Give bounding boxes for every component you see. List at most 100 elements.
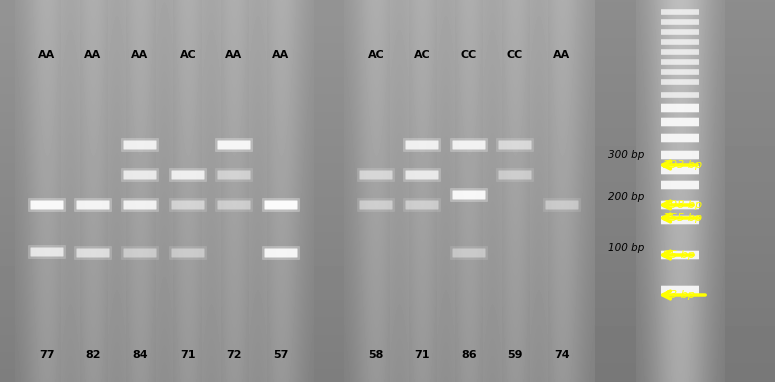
FancyBboxPatch shape <box>215 168 253 182</box>
Text: AA: AA <box>553 50 570 60</box>
FancyBboxPatch shape <box>453 191 485 199</box>
FancyBboxPatch shape <box>77 201 109 209</box>
Text: 57: 57 <box>274 350 288 360</box>
FancyBboxPatch shape <box>661 39 699 45</box>
FancyBboxPatch shape <box>123 170 157 180</box>
FancyBboxPatch shape <box>661 9 699 15</box>
Text: 293 bp: 293 bp <box>663 160 702 170</box>
FancyBboxPatch shape <box>215 138 253 152</box>
Text: 100 bp: 100 bp <box>608 243 644 253</box>
FancyBboxPatch shape <box>218 141 250 149</box>
Text: 77: 77 <box>40 350 55 360</box>
FancyBboxPatch shape <box>405 170 439 180</box>
FancyBboxPatch shape <box>218 201 250 209</box>
FancyBboxPatch shape <box>121 138 159 152</box>
FancyBboxPatch shape <box>123 201 157 209</box>
Text: AC: AC <box>180 50 196 60</box>
Text: AC: AC <box>414 50 430 60</box>
FancyBboxPatch shape <box>30 248 64 256</box>
Text: AA: AA <box>39 50 56 60</box>
FancyBboxPatch shape <box>543 198 581 212</box>
FancyBboxPatch shape <box>661 166 699 174</box>
FancyBboxPatch shape <box>496 138 534 152</box>
FancyBboxPatch shape <box>403 138 441 152</box>
FancyBboxPatch shape <box>121 168 159 182</box>
Text: 84: 84 <box>133 350 148 360</box>
Text: 59: 59 <box>508 350 523 360</box>
FancyBboxPatch shape <box>357 198 395 212</box>
FancyBboxPatch shape <box>360 170 392 180</box>
Text: 43 bp: 43 bp <box>663 290 695 300</box>
FancyBboxPatch shape <box>661 251 699 259</box>
Text: AA: AA <box>272 50 290 60</box>
Text: 71: 71 <box>181 350 196 360</box>
FancyBboxPatch shape <box>661 118 699 126</box>
FancyBboxPatch shape <box>405 141 439 149</box>
Text: 58: 58 <box>368 350 384 360</box>
FancyBboxPatch shape <box>169 168 207 182</box>
FancyBboxPatch shape <box>77 249 109 257</box>
Text: CC: CC <box>507 50 523 60</box>
FancyBboxPatch shape <box>661 151 699 159</box>
Text: 200 bp: 200 bp <box>608 192 644 202</box>
FancyBboxPatch shape <box>498 170 532 180</box>
FancyBboxPatch shape <box>661 181 699 189</box>
FancyBboxPatch shape <box>218 170 250 180</box>
Text: 74: 74 <box>554 350 570 360</box>
FancyBboxPatch shape <box>453 141 485 149</box>
Text: 86: 86 <box>461 350 477 360</box>
FancyBboxPatch shape <box>28 245 66 259</box>
Text: 95 bp: 95 bp <box>663 250 695 260</box>
FancyBboxPatch shape <box>450 188 488 202</box>
Text: 82: 82 <box>85 350 101 360</box>
FancyBboxPatch shape <box>450 246 488 260</box>
Text: 198 bp: 198 bp <box>663 200 702 210</box>
FancyBboxPatch shape <box>360 201 392 209</box>
FancyBboxPatch shape <box>262 198 300 212</box>
FancyBboxPatch shape <box>661 49 699 55</box>
FancyBboxPatch shape <box>123 249 157 257</box>
FancyBboxPatch shape <box>453 249 485 257</box>
FancyBboxPatch shape <box>661 59 699 65</box>
FancyBboxPatch shape <box>496 168 534 182</box>
FancyBboxPatch shape <box>661 216 699 224</box>
Text: 71: 71 <box>415 350 430 360</box>
FancyBboxPatch shape <box>403 168 441 182</box>
FancyBboxPatch shape <box>264 249 298 257</box>
FancyBboxPatch shape <box>171 170 205 180</box>
FancyBboxPatch shape <box>169 246 207 260</box>
FancyBboxPatch shape <box>215 198 253 212</box>
FancyBboxPatch shape <box>30 201 64 209</box>
FancyBboxPatch shape <box>661 69 699 75</box>
FancyBboxPatch shape <box>661 79 699 85</box>
FancyBboxPatch shape <box>450 138 488 152</box>
FancyBboxPatch shape <box>403 198 441 212</box>
Text: 155 bp: 155 bp <box>663 213 702 223</box>
FancyBboxPatch shape <box>262 246 300 260</box>
Text: AA: AA <box>84 50 102 60</box>
FancyBboxPatch shape <box>661 29 699 35</box>
FancyBboxPatch shape <box>405 201 439 209</box>
Text: CC: CC <box>461 50 477 60</box>
FancyBboxPatch shape <box>661 19 699 25</box>
FancyBboxPatch shape <box>661 92 699 98</box>
FancyBboxPatch shape <box>169 198 207 212</box>
FancyBboxPatch shape <box>121 198 159 212</box>
Text: 300 bp: 300 bp <box>608 150 644 160</box>
FancyBboxPatch shape <box>74 198 112 212</box>
FancyBboxPatch shape <box>74 246 112 260</box>
FancyBboxPatch shape <box>546 201 578 209</box>
FancyBboxPatch shape <box>171 249 205 257</box>
FancyBboxPatch shape <box>661 104 699 112</box>
FancyBboxPatch shape <box>357 168 395 182</box>
FancyBboxPatch shape <box>28 198 66 212</box>
FancyBboxPatch shape <box>264 201 298 209</box>
Text: AC: AC <box>367 50 384 60</box>
FancyBboxPatch shape <box>121 246 159 260</box>
FancyBboxPatch shape <box>498 141 532 149</box>
Text: AA: AA <box>132 50 149 60</box>
FancyBboxPatch shape <box>661 134 699 142</box>
Text: 72: 72 <box>226 350 242 360</box>
FancyBboxPatch shape <box>661 201 699 209</box>
FancyBboxPatch shape <box>661 286 699 294</box>
